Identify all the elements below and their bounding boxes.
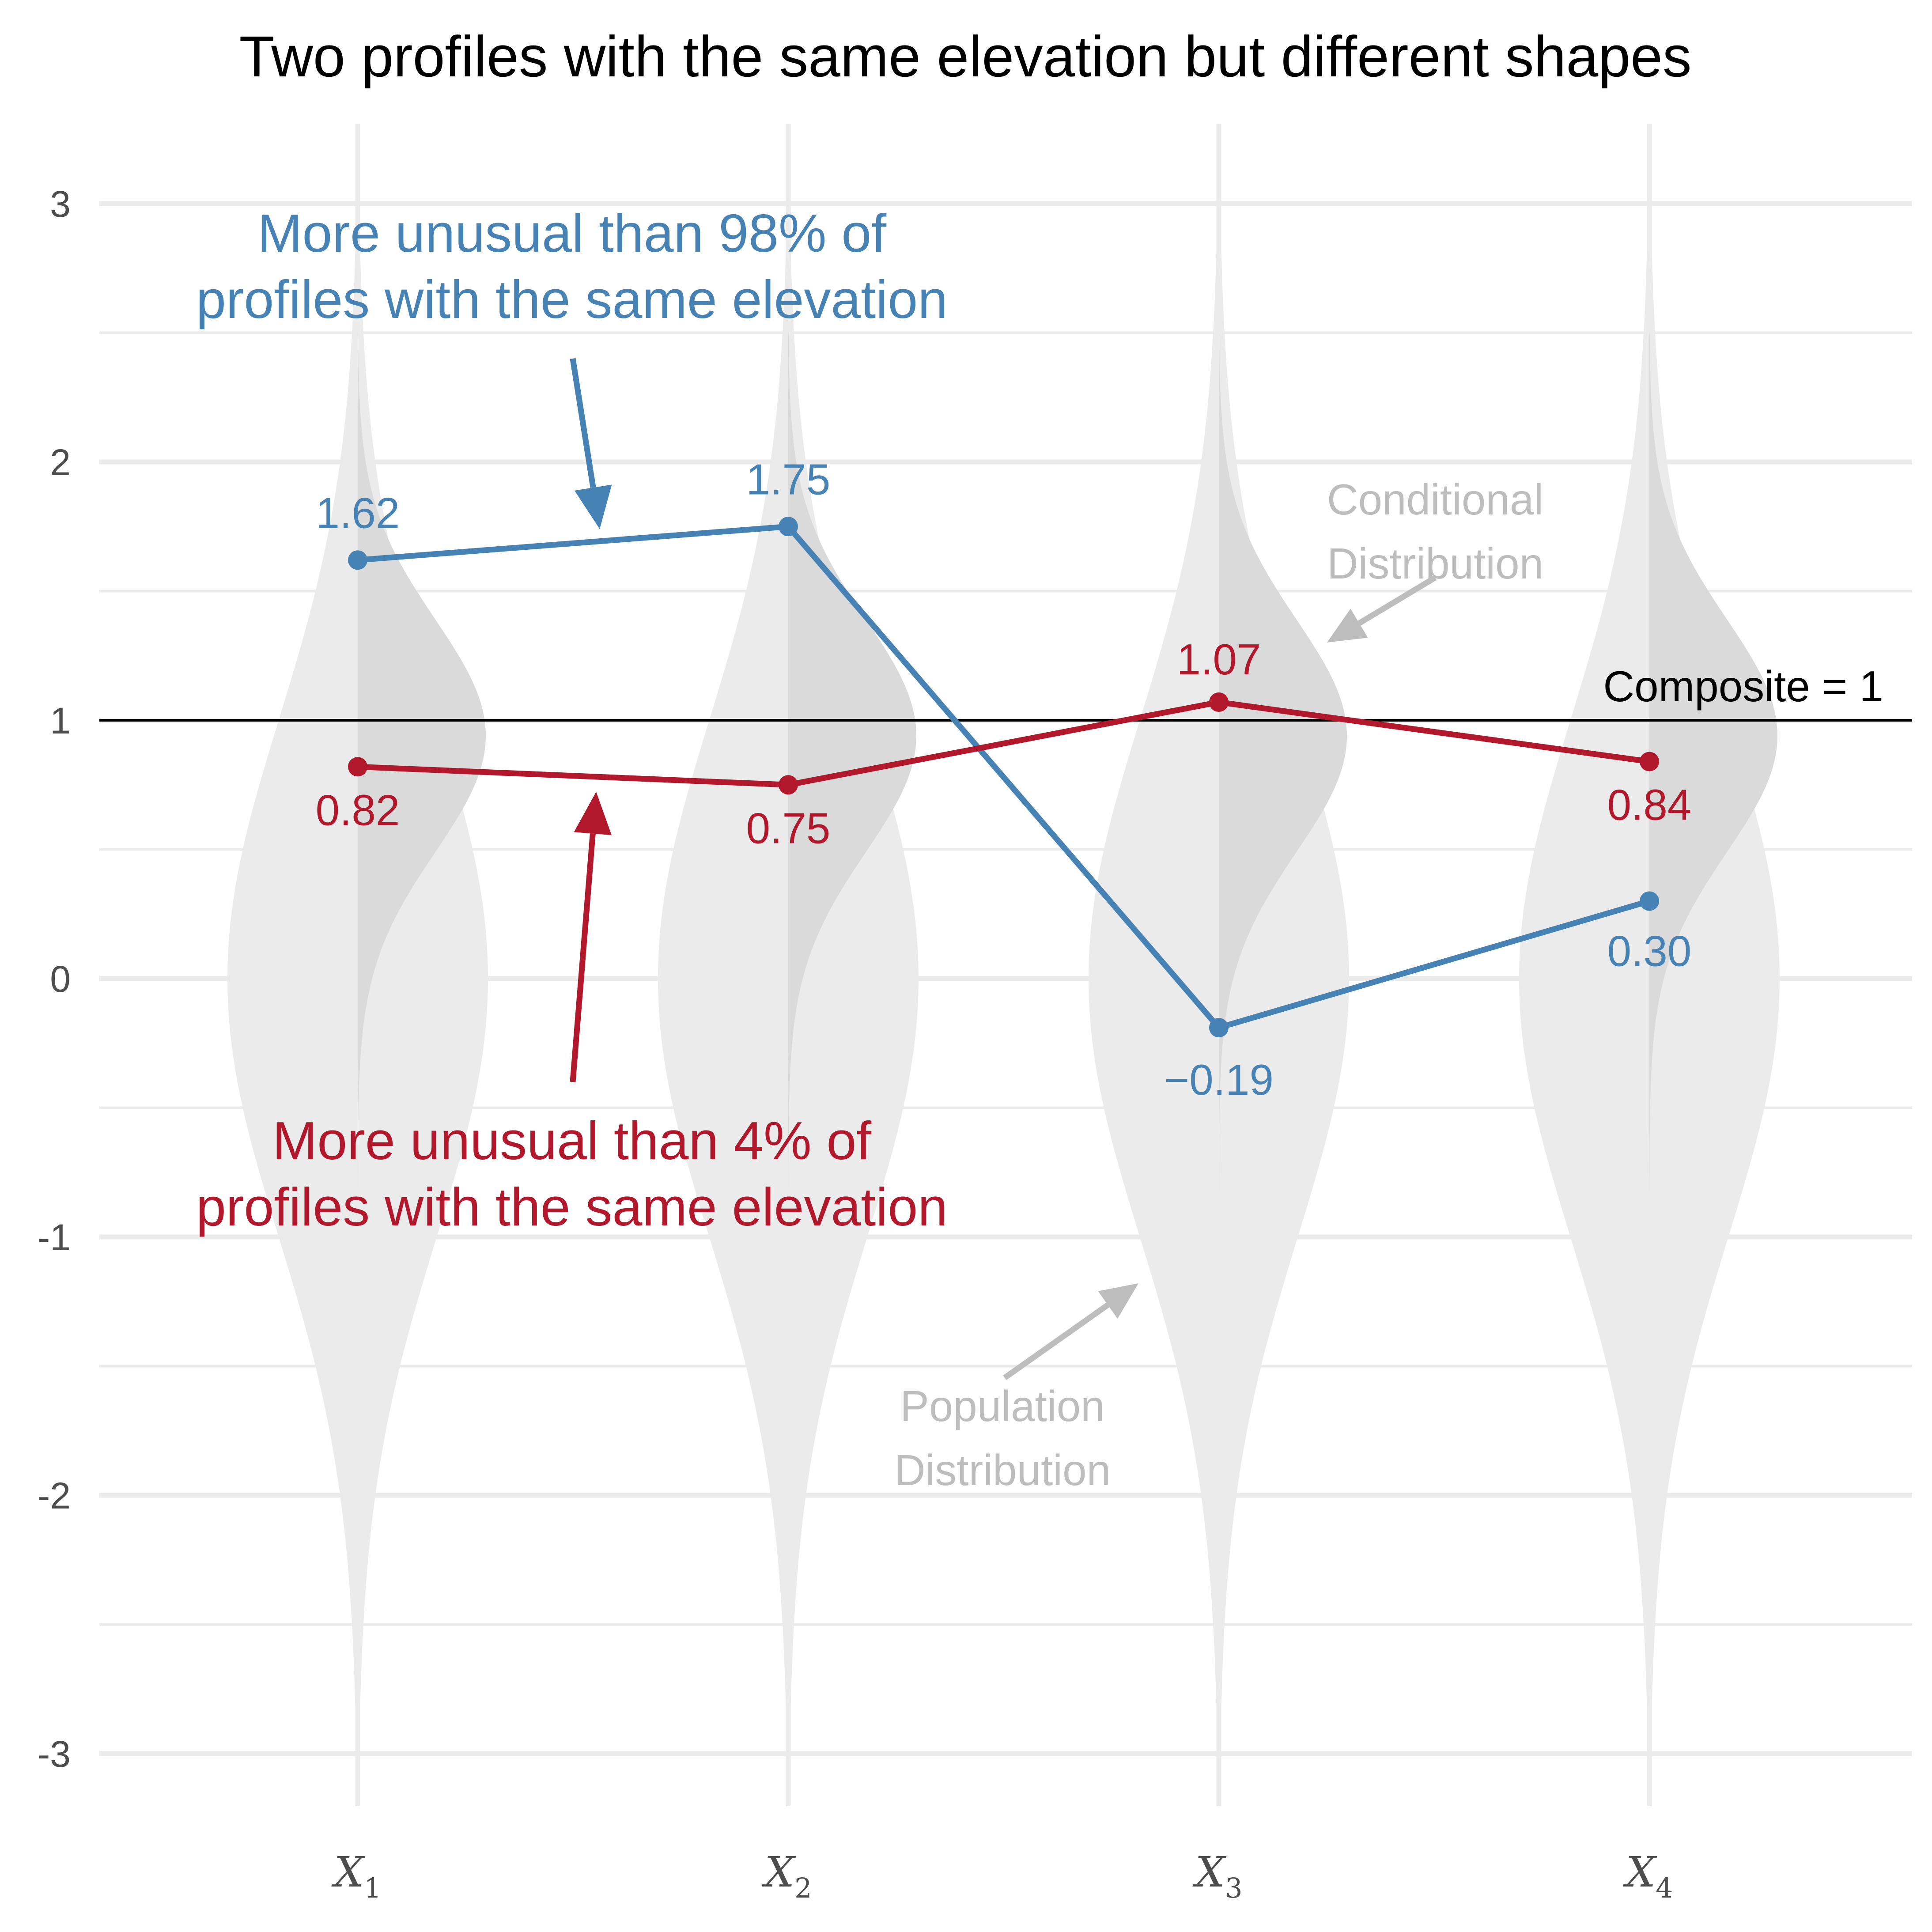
x-tick-label: X3 (1192, 1848, 1242, 1904)
series-1-point (779, 517, 798, 537)
x-tick-subscript: 1 (364, 1872, 381, 1904)
y-tick-label: 1 (50, 700, 71, 741)
x-tick-base: X (1192, 1848, 1226, 1897)
series-2-point (1209, 692, 1229, 712)
x-tick-base: X (331, 1848, 365, 1897)
series-2-line (357, 699, 1650, 788)
series-2-data-label: 0.84 (1607, 781, 1692, 829)
series-2-point (779, 775, 798, 795)
series-1-data-label: 1.75 (746, 455, 831, 503)
red-annotation-line: More unusual than 4% of (272, 1111, 872, 1171)
series-2-point (348, 757, 367, 777)
y-tick-label: -2 (38, 1475, 71, 1516)
series-1-point (1640, 891, 1659, 911)
y-tick-label: -3 (38, 1733, 71, 1775)
x-tick-subscript: 2 (794, 1872, 812, 1904)
red-arrow-head (574, 792, 612, 836)
series-2-data-label: 0.75 (746, 804, 831, 852)
x-tick-label: X1 (331, 1848, 381, 1904)
composite-reference: Composite = 1 (99, 662, 1912, 722)
red-arrow-shaft (570, 833, 596, 1082)
conditional-distribution-3 (1219, 333, 1347, 1289)
series-2-data-label: 0.82 (316, 786, 400, 834)
blue-arrow-head (574, 484, 612, 529)
population-annotation-line: Distribution (894, 1446, 1111, 1494)
conditional-distribution-1 (358, 333, 486, 1289)
series-1-data-label: 0.30 (1607, 927, 1692, 975)
population-annotation-line: Population (900, 1382, 1104, 1430)
conditional-annotation: Conditional Distribution (1327, 475, 1543, 588)
x-tick-label: X4 (1622, 1848, 1673, 1904)
x-tick-label: X2 (761, 1848, 812, 1904)
series-2-data-label: 1.07 (1177, 635, 1261, 684)
y-tick-label: -1 (38, 1217, 71, 1258)
composite-label: Composite = 1 (1603, 662, 1883, 711)
blue-arrow-shaft (570, 358, 596, 488)
population-annotation: Population Distribution (894, 1382, 1111, 1494)
conditional-arrow-head (1327, 609, 1368, 643)
conditional-distribution-4 (1649, 333, 1777, 1289)
chart-title: Two profiles with the same elevation but… (239, 24, 1691, 89)
x-tick-base: X (761, 1848, 796, 1897)
series-2-point (1640, 752, 1659, 771)
series-1-line (357, 523, 1650, 1031)
x-tick-base: X (1622, 1848, 1657, 1897)
blue-annotation: More unusual than 98% of profiles with th… (196, 203, 948, 329)
population-arrow-head (1098, 1283, 1138, 1319)
y-tick-label: 3 (50, 183, 71, 225)
conditional-distributions (358, 333, 1777, 1289)
x-tick-subscript: 3 (1225, 1872, 1242, 1904)
series-1-data-label: 1.62 (316, 488, 400, 537)
series-1-data-label: −0.19 (1164, 1055, 1274, 1104)
x-tick-subscript: 4 (1656, 1872, 1673, 1904)
population-arrow-shaft (1003, 1302, 1110, 1380)
conditional-annotation-line: Conditional (1327, 475, 1543, 524)
y-tick-label: 2 (50, 442, 71, 483)
series: 1.62 1.75 −0.19 0.30 0.82 0.75 1.07 0.84 (316, 455, 1692, 1104)
conditional-arrow-shaft (1357, 575, 1437, 626)
y-tick-label: 0 (50, 958, 71, 1000)
blue-annotation-line: More unusual than 98% of (257, 203, 887, 263)
red-annotation-line: profiles with the same elevation (196, 1177, 948, 1237)
blue-annotation-line: profiles with the same elevation (196, 269, 948, 329)
series-1-point (1209, 1018, 1229, 1038)
annotations: More unusual than 98% of profiles with th… (196, 203, 1543, 1494)
red-annotation: More unusual than 4% of profiles with the… (196, 1111, 948, 1237)
conditional-distribution-2 (788, 333, 916, 1289)
series-1-point (348, 550, 367, 570)
